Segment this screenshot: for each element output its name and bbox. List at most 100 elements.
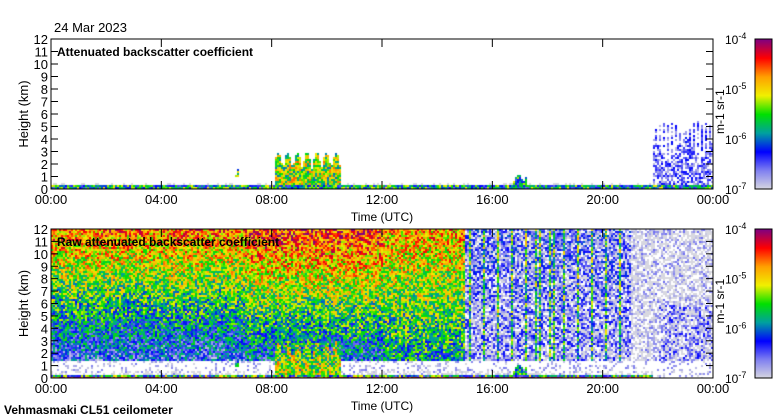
colorbar-swatch (755, 151, 772, 153)
colorbar-swatch (755, 302, 772, 304)
colorbar-swatch (755, 144, 772, 146)
colorbar-swatch (755, 306, 772, 308)
x-tick-label: 00:00 (697, 381, 730, 396)
colorbar-swatch (755, 124, 772, 126)
y-tick-label: 10 (34, 57, 48, 72)
colorbar-swatch (755, 375, 772, 377)
colorbar-swatch (755, 42, 772, 44)
colorbar-swatch (755, 333, 772, 335)
colorbar-swatch (755, 246, 772, 248)
colorbar-swatch (755, 366, 772, 368)
colorbar-swatch (755, 112, 772, 114)
colorbar-swatch (755, 99, 772, 101)
colorbar-swatch (755, 286, 772, 288)
colorbar-swatch (755, 54, 772, 56)
colorbar-swatch (755, 313, 772, 315)
colorbar-swatch (755, 69, 772, 71)
y-tick-label: 11 (35, 234, 49, 249)
colorbar-tick-label: 10-6 (725, 320, 746, 336)
y-tick-label: 2 (41, 346, 48, 361)
colorbar-swatch (755, 187, 772, 189)
colorbar-swatch (755, 234, 772, 236)
colorbar-swatch (755, 71, 772, 73)
colorbar-swatch (755, 373, 772, 375)
colorbar-swatch (755, 140, 772, 142)
colorbar-swatch (755, 65, 772, 67)
colorbar-swatch (755, 128, 772, 130)
x-tick-label: 08:00 (255, 381, 288, 396)
colorbar-swatch (755, 89, 772, 91)
x-tick-label: 00:00 (35, 192, 68, 207)
colorbar-swatch (755, 259, 772, 261)
colorbar: 10-7 10-6 10-5 10-4 m-1 sr-1 (713, 221, 773, 386)
colorbar-swatch (755, 50, 772, 52)
colorbar-swatch (755, 343, 772, 345)
colorbar-swatch (755, 107, 772, 109)
colorbar-swatch (755, 155, 772, 157)
colorbar-swatch (755, 66, 772, 68)
colorbar-swatch (755, 289, 772, 291)
colorbar-swatch (755, 60, 772, 62)
colorbar-swatch (755, 326, 772, 328)
colorbar-swatch (755, 150, 772, 152)
colorbar-swatch (755, 360, 772, 362)
y-tick-label: 4 (41, 132, 48, 147)
colorbar-swatch (755, 261, 772, 263)
colorbar-swatch (755, 45, 772, 47)
colorbar-swatch (755, 98, 772, 100)
x-tick-label: 04:00 (145, 192, 178, 207)
colorbar-swatch (755, 238, 772, 240)
colorbar-swatch (755, 365, 772, 367)
colorbar-swatch (755, 349, 772, 351)
colorbar-swatch (755, 272, 772, 274)
colorbar-swatch (755, 240, 772, 242)
colorbar-swatch (755, 153, 772, 155)
colorbar-swatch (755, 239, 772, 241)
colorbar-swatch (755, 61, 772, 63)
colorbar-swatch (755, 73, 772, 75)
colorbar-swatch (755, 125, 772, 127)
colorbar-swatch (755, 340, 772, 342)
colorbar-swatch (755, 342, 772, 344)
colorbar-swatch (755, 356, 772, 358)
colorbar-swatch (755, 41, 772, 43)
colorbar-swatch (755, 133, 772, 135)
colorbar-swatch (755, 288, 772, 290)
heatmap-attenuated (51, 39, 713, 189)
colorbar-swatch (755, 236, 772, 238)
colorbar-swatch (755, 136, 772, 138)
colorbar-swatch (755, 53, 772, 55)
colorbar-swatch (755, 129, 772, 131)
colorbar-swatch (755, 284, 772, 286)
colorbar-swatch (755, 291, 772, 293)
x-tick-label: 04:00 (145, 381, 178, 396)
colorbar-swatch (755, 331, 772, 333)
colorbar-tick-label: 10-5 (725, 81, 746, 97)
colorbar-swatch (755, 262, 772, 264)
colorbar-swatch (755, 88, 772, 90)
colorbar-swatch (755, 334, 772, 336)
colorbar-swatch (755, 231, 772, 233)
y-tick-label: 3 (41, 334, 48, 349)
colorbar-swatch (755, 172, 772, 174)
colorbar-swatch (755, 85, 772, 87)
colorbar-swatch (755, 101, 772, 103)
colorbar-swatch (755, 245, 772, 247)
heatmap-raw (51, 229, 713, 378)
colorbar-swatch (755, 371, 772, 373)
colorbar-swatch (755, 47, 772, 49)
colorbar-swatch (755, 354, 772, 356)
colorbar-swatch (755, 347, 772, 349)
colorbar-swatch (755, 296, 772, 298)
colorbar-swatch (755, 156, 772, 158)
colorbar-swatch (755, 320, 772, 322)
colorbar-swatch (755, 177, 772, 179)
colorbar-swatch (755, 175, 772, 177)
x-tick-label: 12:00 (366, 192, 399, 207)
colorbar-swatch (755, 162, 772, 164)
colorbar-swatch (755, 138, 772, 140)
y-axis-label: Height (km) (16, 80, 31, 147)
colorbar-swatch (755, 368, 772, 370)
